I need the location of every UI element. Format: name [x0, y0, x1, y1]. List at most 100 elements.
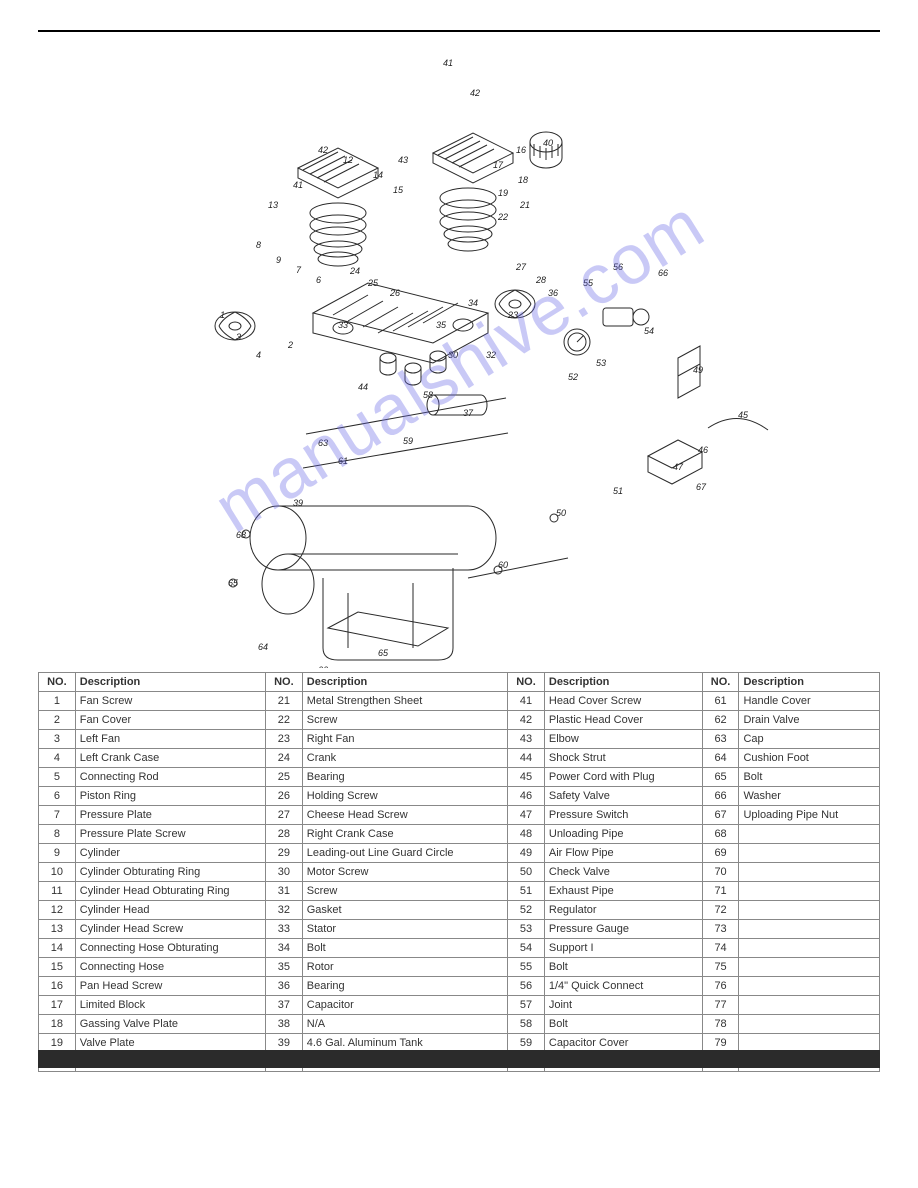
part-desc: Bolt [302, 939, 507, 958]
svg-text:13: 13 [268, 200, 278, 210]
svg-text:55: 55 [583, 278, 594, 288]
part-desc: Head Cover Screw [544, 692, 702, 711]
part-no: 70 [702, 863, 739, 882]
part-no: 68 [702, 825, 739, 844]
svg-text:34: 34 [468, 298, 478, 308]
part-desc [739, 863, 880, 882]
part-no: 4 [39, 749, 76, 768]
parts-table: NO. Description NO. Description NO. Desc… [38, 672, 880, 1072]
part-no: 14 [39, 939, 76, 958]
part-no: 71 [702, 882, 739, 901]
svg-text:41: 41 [293, 180, 303, 190]
table-row: 8Pressure Plate Screw28Right Crank Case4… [39, 825, 880, 844]
part-desc [739, 844, 880, 863]
svg-text:45: 45 [738, 410, 749, 420]
svg-text:12: 12 [343, 155, 353, 165]
part-desc: Handle Cover [739, 692, 880, 711]
part-no: 9 [39, 844, 76, 863]
svg-text:67: 67 [696, 482, 707, 492]
part-no: 41 [508, 692, 545, 711]
part-desc: Cylinder Head Screw [75, 920, 265, 939]
part-desc: Pan Head Screw [75, 977, 265, 996]
part-no: 50 [508, 863, 545, 882]
svg-text:68: 68 [236, 530, 246, 540]
part-desc: Gasket [302, 901, 507, 920]
part-no: 76 [702, 977, 739, 996]
part-no: 61 [702, 692, 739, 711]
part-desc: Piston Ring [75, 787, 265, 806]
header-desc: Description [544, 673, 702, 692]
table-row: 1Fan Screw21Metal Strengthen Sheet41Head… [39, 692, 880, 711]
svg-text:15: 15 [393, 185, 404, 195]
part-desc [739, 996, 880, 1015]
part-no: 49 [508, 844, 545, 863]
part-desc: Plastic Head Cover [544, 711, 702, 730]
table-row: 4Left Crank Case24Crank44Shock Strut64Cu… [39, 749, 880, 768]
svg-text:53: 53 [596, 358, 606, 368]
svg-text:50: 50 [556, 508, 566, 518]
part-no: 63 [702, 730, 739, 749]
header-desc: Description [739, 673, 880, 692]
svg-text:30: 30 [448, 350, 458, 360]
part-desc: Power Cord with Plug [544, 768, 702, 787]
part-desc: Pressure Gauge [544, 920, 702, 939]
table-row: 17Limited Block37Capacitor57Joint77 [39, 996, 880, 1015]
part-desc: Cylinder [75, 844, 265, 863]
part-no: 15 [39, 958, 76, 977]
part-desc: Pressure Plate Screw [75, 825, 265, 844]
svg-text:49: 49 [693, 365, 703, 375]
part-desc: Bolt [544, 1015, 702, 1034]
svg-text:6: 6 [316, 275, 321, 285]
svg-text:32: 32 [486, 350, 496, 360]
svg-text:16: 16 [516, 145, 526, 155]
part-desc [739, 939, 880, 958]
svg-text:22: 22 [497, 212, 508, 222]
svg-text:3: 3 [236, 332, 241, 342]
part-desc: Air Flow Pipe [544, 844, 702, 863]
part-desc: Cheese Head Screw [302, 806, 507, 825]
svg-text:26: 26 [389, 288, 400, 298]
svg-text:36: 36 [548, 288, 558, 298]
table-row: 2Fan Cover22Screw42Plastic Head Cover62D… [39, 711, 880, 730]
svg-text:14: 14 [373, 170, 383, 180]
part-no: 21 [266, 692, 303, 711]
part-desc: Cushion Foot [739, 749, 880, 768]
part-desc [739, 977, 880, 996]
part-desc: Gassing Valve Plate [75, 1015, 265, 1034]
part-desc: Cylinder Head Obturating Ring [75, 882, 265, 901]
part-no: 31 [266, 882, 303, 901]
svg-text:54: 54 [644, 326, 654, 336]
part-desc: Crank [302, 749, 507, 768]
exploded-diagram: 4142161718192122404241131214154389762425… [38, 38, 880, 668]
header-no: NO. [266, 673, 303, 692]
svg-text:58: 58 [423, 390, 433, 400]
part-desc: Unloading Pipe [544, 825, 702, 844]
part-no: 11 [39, 882, 76, 901]
table-row: 7Pressure Plate27Cheese Head Screw47Pres… [39, 806, 880, 825]
table-header-row: NO. Description NO. Description NO. Desc… [39, 673, 880, 692]
part-no: 7 [39, 806, 76, 825]
svg-text:19: 19 [498, 188, 508, 198]
part-no: 74 [702, 939, 739, 958]
part-desc: Cylinder Obturating Ring [75, 863, 265, 882]
part-no: 28 [266, 825, 303, 844]
part-desc: Drain Valve [739, 711, 880, 730]
svg-text:61: 61 [338, 456, 348, 466]
table-row: 9Cylinder29Leading-out Line Guard Circle… [39, 844, 880, 863]
table-row: 13Cylinder Head Screw33Stator53Pressure … [39, 920, 880, 939]
part-no: 36 [266, 977, 303, 996]
table-row: 3Left Fan23Right Fan43Elbow63Cap [39, 730, 880, 749]
part-desc: Fan Screw [75, 692, 265, 711]
svg-text:60: 60 [498, 560, 508, 570]
part-no: 54 [508, 939, 545, 958]
part-no: 46 [508, 787, 545, 806]
svg-text:59: 59 [403, 436, 413, 446]
part-no: 48 [508, 825, 545, 844]
part-no: 18 [39, 1015, 76, 1034]
part-desc: Metal Strengthen Sheet [302, 692, 507, 711]
part-desc: Cap [739, 730, 880, 749]
part-desc [739, 901, 880, 920]
part-desc: Leading-out Line Guard Circle [302, 844, 507, 863]
svg-text:56: 56 [613, 262, 623, 272]
footer-bar [38, 1050, 880, 1068]
